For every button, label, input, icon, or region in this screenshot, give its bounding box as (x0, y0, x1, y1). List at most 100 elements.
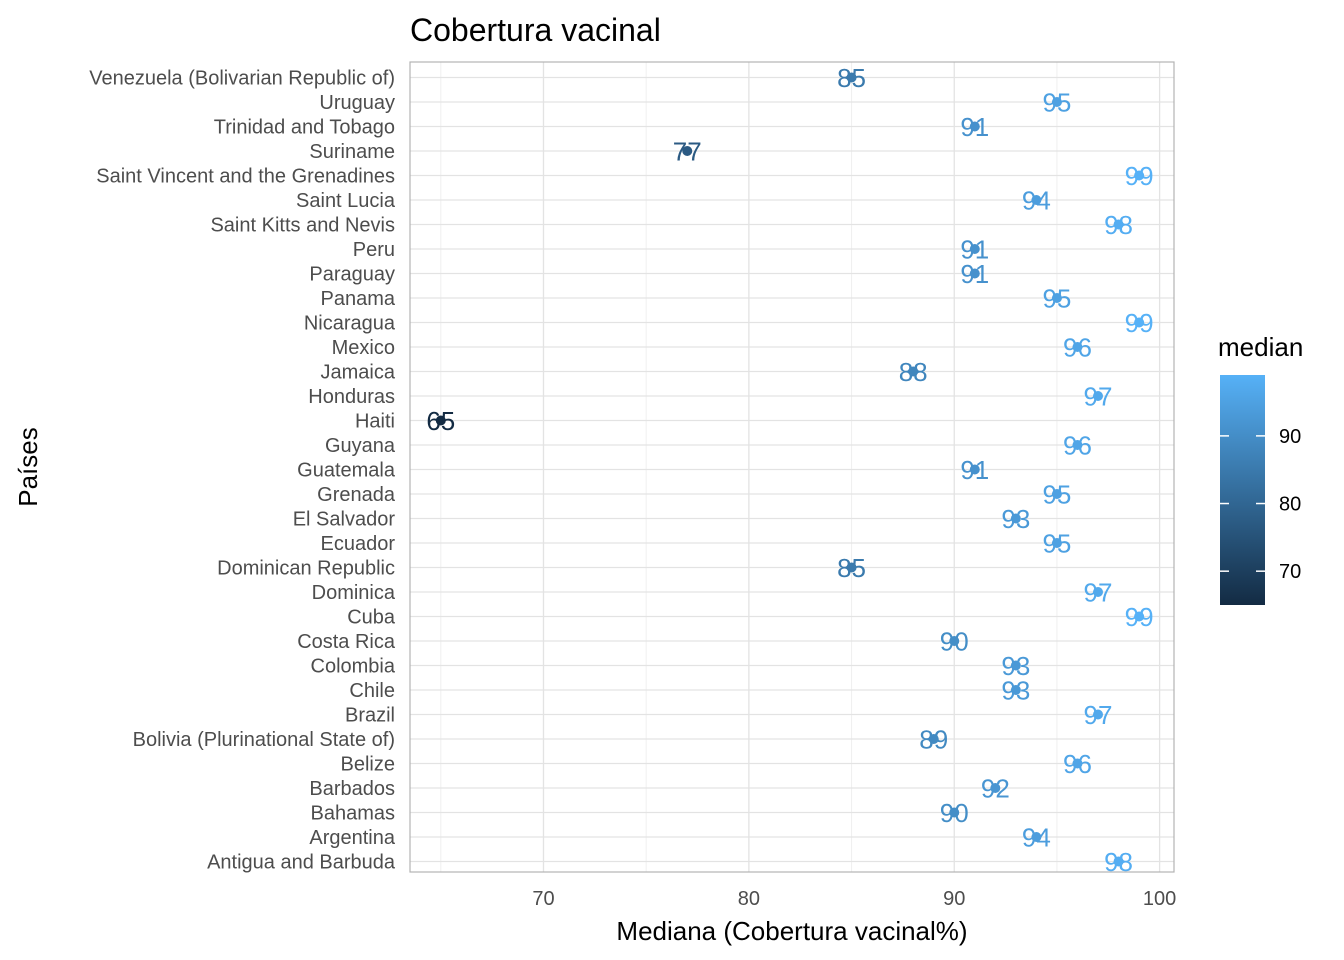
data-point (1072, 758, 1083, 769)
y-tick-label: Uruguay (319, 92, 395, 114)
x-tick-label: 80 (738, 888, 760, 910)
y-tick-label: Guatemala (297, 460, 396, 482)
data-label: 94 (1022, 823, 1051, 853)
data-point (969, 244, 980, 254)
data-label: 91 (960, 455, 989, 485)
y-tick-label: Nicaragua (304, 313, 396, 335)
y-tick-label: Saint Vincent and the Grenadines (96, 166, 395, 188)
data-point (1051, 97, 1062, 107)
data-point (846, 72, 857, 83)
x-tick-label: 100 (1143, 888, 1176, 910)
data-label: 88 (899, 357, 928, 387)
data-label: 91 (960, 259, 989, 289)
data-point (1072, 342, 1083, 352)
y-tick-label: Peru (353, 239, 395, 261)
y-tick-label: Bolivia (Plurinational State of) (133, 729, 395, 751)
data-label: 97 (1084, 382, 1113, 412)
y-tick-label: Jamaica (321, 362, 396, 384)
y-tick-label: Chile (349, 680, 395, 702)
y-tick-label: Ecuador (321, 533, 396, 555)
data-point (1113, 856, 1124, 867)
data-point (1134, 170, 1145, 181)
data-label: 93 (1001, 676, 1030, 706)
data-label: 95 (1042, 284, 1071, 314)
data-point (682, 146, 693, 156)
data-point (1134, 611, 1145, 622)
data-label: 96 (1063, 749, 1092, 779)
data-label: 96 (1063, 333, 1092, 363)
y-tick-label: Suriname (309, 141, 395, 163)
data-point (949, 807, 960, 818)
x-tick-labels: 70 80 90 100 (532, 888, 1176, 910)
y-tick-label: Cuba (347, 607, 396, 629)
data-label: 93 (1001, 651, 1030, 681)
data-label: 89 (919, 725, 948, 755)
data-label: 95 (1042, 480, 1071, 510)
data-point (969, 464, 980, 475)
data-label: 93 (1001, 504, 1030, 534)
grid (410, 62, 1174, 872)
data-label: 90 (940, 627, 969, 657)
y-tick-label: Venezuela (Bolivarian Republic of) (89, 68, 395, 90)
y-tick-label: Guyana (325, 435, 396, 457)
legend-tick-label: 80 (1279, 494, 1301, 516)
data-point (846, 562, 857, 573)
data-point (969, 121, 980, 132)
points (435, 72, 1145, 867)
legend-tick-label: 90 (1279, 426, 1301, 448)
data-label: 85 (837, 63, 866, 93)
data-point (1093, 587, 1104, 597)
y-tick-label: Panama (321, 288, 396, 310)
data-point (1051, 538, 1062, 548)
y-tick-label: Bahamas (311, 803, 396, 825)
y-tick-label: Honduras (308, 386, 395, 408)
y-tick-label: Brazil (345, 705, 395, 727)
y-tick-label: Paraguay (309, 264, 395, 286)
x-tick-label: 90 (943, 888, 965, 910)
data-label: 91 (960, 112, 989, 142)
data-label: 94 (1022, 186, 1051, 216)
data-label: 90 (940, 798, 969, 828)
data-point (1072, 440, 1083, 450)
y-tick-label: Dominica (312, 582, 396, 604)
y-tick-label: Barbados (309, 778, 395, 800)
y-tick-label: Haiti (355, 411, 395, 433)
y-tick-label: Saint Kitts and Nevis (210, 215, 395, 237)
data-point (990, 783, 1001, 793)
data-labels: 8595917799949891919599968897659691959395… (426, 63, 1153, 877)
y-tick-label: Trinidad and Tobago (214, 117, 395, 139)
y-tick-label: Costa Rica (297, 631, 396, 653)
data-label: 85 (837, 553, 866, 583)
plot-border (409, 61, 1175, 873)
chart-title: Cobertura vacinal (410, 12, 661, 48)
x-axis-title: Mediana (Cobertura vacinal%) (616, 916, 967, 946)
data-point (969, 268, 980, 279)
data-label: 65 (426, 406, 455, 436)
y-tick-label: Argentina (309, 827, 395, 849)
data-label: 98 (1104, 847, 1133, 877)
legend-colorbar (1220, 375, 1265, 605)
data-label: 92 (981, 774, 1010, 804)
legend-tick-label: 70 (1279, 561, 1301, 583)
data-point (1010, 660, 1021, 671)
data-label: 77 (673, 137, 702, 167)
data-label: 99 (1125, 602, 1154, 632)
y-axis-title: Países (13, 427, 43, 507)
y-tick-label: Dominican Republic (217, 558, 395, 580)
data-point (1010, 513, 1021, 524)
data-point (928, 734, 939, 744)
data-point (1113, 219, 1124, 230)
data-label: 95 (1042, 529, 1071, 559)
data-label: 97 (1084, 700, 1113, 730)
y-tick-labels: Venezuela (Bolivarian Republic of)Urugua… (89, 68, 396, 874)
data-point (1051, 489, 1062, 499)
y-tick-label: Grenada (317, 484, 396, 506)
data-point (949, 636, 960, 646)
y-tick-label: El Salvador (293, 509, 396, 531)
y-tick-label: Mexico (332, 337, 395, 359)
data-point (1031, 832, 1042, 842)
y-tick-label: Colombia (311, 656, 396, 678)
data-point (1093, 709, 1104, 720)
data-label: 99 (1125, 161, 1154, 191)
